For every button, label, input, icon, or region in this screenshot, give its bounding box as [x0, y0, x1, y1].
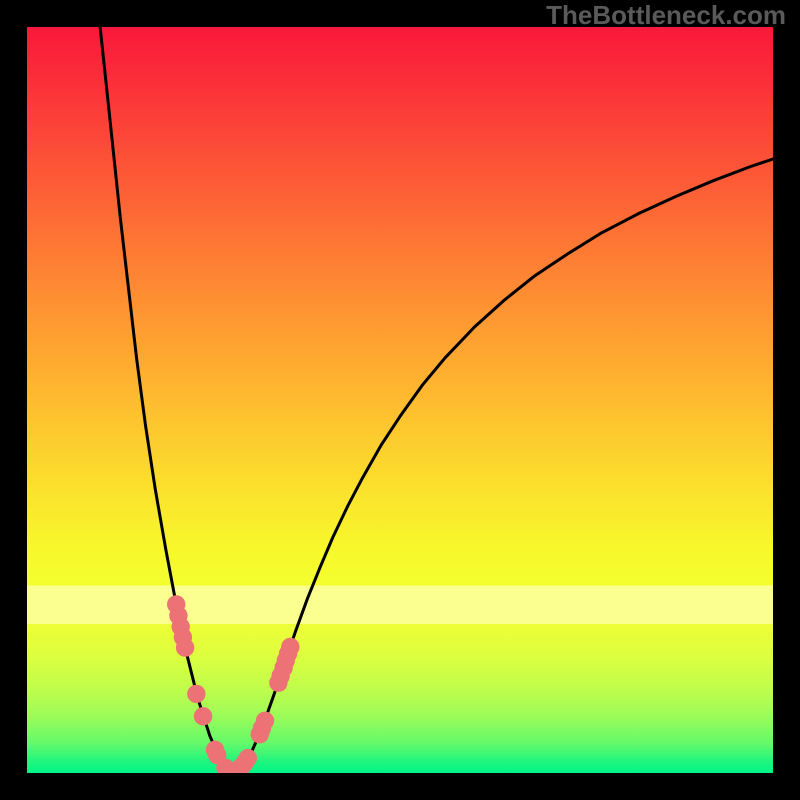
chart-container: TheBottleneck.com: [0, 0, 800, 800]
data-marker: [281, 638, 299, 656]
data-marker: [176, 638, 194, 656]
data-marker: [256, 712, 274, 730]
curve-left: [100, 27, 232, 773]
watermark-text: TheBottleneck.com: [546, 0, 786, 31]
plot-area: [27, 27, 773, 773]
data-marker: [187, 685, 205, 703]
curve-right: [232, 159, 773, 773]
data-marker: [194, 707, 212, 725]
data-marker: [239, 749, 257, 767]
chart-svg: [27, 27, 773, 773]
